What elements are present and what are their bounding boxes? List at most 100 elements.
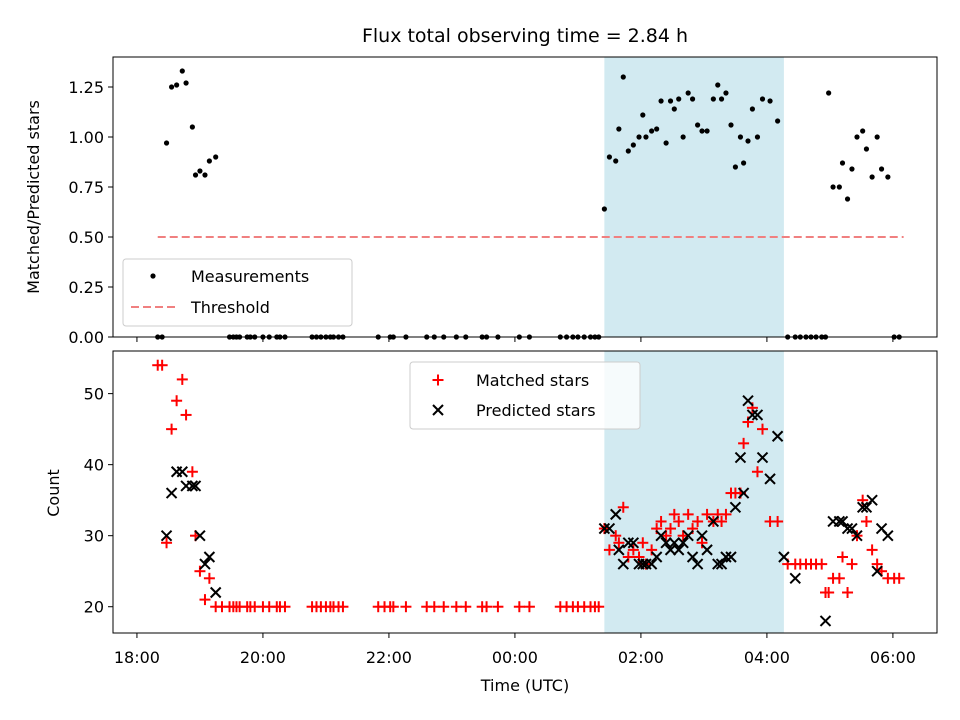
y-tick-label: 0.00 xyxy=(68,328,104,347)
measurement-point xyxy=(649,128,655,134)
matched-star-point xyxy=(203,572,215,584)
predicted-star-point xyxy=(186,480,199,492)
legend-threshold-label: Threshold xyxy=(190,298,270,317)
x-stroke xyxy=(186,480,199,492)
x-stroke xyxy=(203,551,216,563)
legend-predicted-marker xyxy=(432,404,444,416)
x-stroke xyxy=(686,551,699,563)
observing-span-shade xyxy=(604,57,784,337)
count-plot-area xyxy=(112,350,938,634)
predicted-star-point xyxy=(882,529,894,542)
count-panel: 20 30 40 50 18:00 20:00 22:00 00:00 02:00 04:00 0… xyxy=(44,350,938,695)
measurement-point xyxy=(671,106,677,112)
predicted-star-point xyxy=(846,522,858,535)
x-stroke xyxy=(789,572,801,585)
predicted-star-point xyxy=(622,537,635,549)
ratio-legend: Measurements Threshold xyxy=(122,258,353,327)
measurement-point xyxy=(874,134,880,140)
measurement-point xyxy=(836,184,842,190)
measurement-point xyxy=(213,154,219,160)
matched-star-point xyxy=(610,530,622,542)
x-stroke xyxy=(160,529,173,542)
measurement-point xyxy=(863,146,870,152)
x-stroke xyxy=(851,529,863,542)
predicted-star-point xyxy=(677,537,689,549)
x-stroke xyxy=(734,451,747,464)
measurement-point xyxy=(616,126,622,132)
x-stroke xyxy=(613,544,625,556)
x-stroke xyxy=(199,558,211,570)
predicted-star-point xyxy=(725,551,737,563)
legend-predicted-label: Predicted stars xyxy=(476,401,596,420)
matched-star-point xyxy=(866,544,878,556)
x-stroke xyxy=(655,529,667,542)
figure-title: Flux total observing time = 2.84 h xyxy=(362,25,688,47)
matched-star-point xyxy=(603,544,615,556)
predicted-star-point xyxy=(836,515,849,528)
matched-star-point xyxy=(492,601,504,613)
x-stroke xyxy=(841,522,854,535)
predicted-star-point xyxy=(756,451,769,464)
x-stroke xyxy=(836,515,849,528)
measurement-point xyxy=(737,134,744,140)
matched-star-point xyxy=(833,572,845,584)
measurement-point xyxy=(695,122,701,128)
x-stroke xyxy=(737,487,750,499)
matched-star-point xyxy=(860,515,872,527)
x-stroke xyxy=(833,515,846,528)
predicted-star-point xyxy=(194,529,206,542)
measurement-point xyxy=(613,158,619,164)
measurement-point xyxy=(723,90,729,96)
predicted-star-point xyxy=(851,529,863,542)
predicted-star-point xyxy=(734,451,747,464)
measurement-point xyxy=(759,96,766,102)
measurements-series xyxy=(155,68,902,340)
ratio-plot-area xyxy=(112,56,938,338)
count-x-axis: 18:00 20:00 22:00 00:00 02:00 04:00 06:00 xyxy=(114,633,916,667)
y-tick-label: 40 xyxy=(84,456,104,475)
x-stroke xyxy=(650,551,663,563)
ratio-panel: 0.00 0.25 0.50 0.75 1.00 1.25 Matched/Predict… xyxy=(24,56,938,347)
x-stroke xyxy=(725,551,737,563)
measurement-point xyxy=(630,142,636,148)
matched-star-point xyxy=(823,587,835,599)
matched-star-point xyxy=(692,515,704,527)
matched-star-point xyxy=(842,587,854,599)
predicted-star-point xyxy=(209,586,222,599)
matched-star-point xyxy=(199,594,211,606)
measurement-point xyxy=(775,118,781,124)
predicted-star-point xyxy=(682,529,694,542)
measurement-point xyxy=(718,96,725,102)
x-stroke xyxy=(645,558,658,570)
ratio-y-axis: 0.00 0.25 0.50 0.75 1.00 1.25 xyxy=(68,78,113,347)
measurement-point xyxy=(625,148,631,154)
predicted-star-point xyxy=(860,501,873,513)
measurement-point xyxy=(704,128,710,134)
predicted-star-point xyxy=(603,522,616,535)
measurement-point xyxy=(179,68,185,74)
matched-star-point xyxy=(772,515,784,527)
matched-star-point xyxy=(893,572,905,584)
x-stroke xyxy=(189,480,202,492)
measurement-point xyxy=(869,174,875,180)
predicted-star-point xyxy=(707,515,720,528)
matched-star-point xyxy=(665,523,677,535)
measurement-point xyxy=(839,160,846,166)
measurement-point xyxy=(640,112,646,118)
predicted-star-point xyxy=(746,409,759,421)
x-tick-label: 18:00 xyxy=(114,648,160,667)
predicted-star-point xyxy=(610,508,622,521)
matched-star-point xyxy=(627,544,639,556)
legend-box xyxy=(122,258,353,327)
predicted-star-point xyxy=(637,558,649,570)
matched-star-point xyxy=(513,601,525,613)
measurement-point xyxy=(860,128,866,134)
predicted-star-point xyxy=(751,409,764,421)
matched-star-point xyxy=(279,601,291,613)
predicted-star-point xyxy=(664,544,677,556)
measurement-point xyxy=(844,196,851,202)
x-stroke xyxy=(882,529,894,542)
predicted-star-point xyxy=(856,501,869,513)
